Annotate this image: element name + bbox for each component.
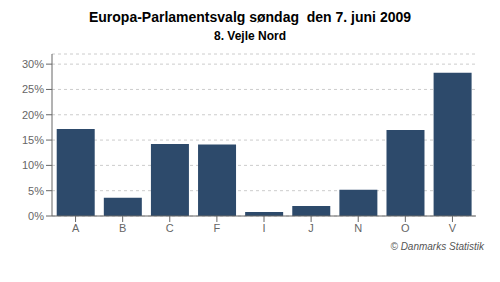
- svg-text:A: A: [72, 222, 80, 234]
- svg-text:15%: 15%: [22, 134, 44, 146]
- svg-text:V: V: [449, 222, 457, 234]
- svg-text:30%: 30%: [22, 58, 44, 70]
- svg-text:0%: 0%: [28, 210, 44, 222]
- svg-text:F: F: [214, 222, 221, 234]
- html-text:8. Vejle Nord: 8. Vejle Nord: [214, 29, 286, 43]
- svg-text:J: J: [308, 222, 314, 234]
- svg-text:20%: 20%: [22, 109, 44, 121]
- svg-text:10%: 10%: [22, 159, 44, 171]
- svg-text:B: B: [119, 222, 126, 234]
- svg-text:C: C: [166, 222, 174, 234]
- svg-text:O: O: [401, 222, 410, 234]
- html-text:Europa-Parlamentsvalg søndag d: Europa-Parlamentsvalg søndag den 7. juni…: [88, 9, 411, 25]
- svg-text:5%: 5%: [28, 185, 44, 197]
- html-text:© Danmarks Statistik: © Danmarks Statistik: [390, 241, 484, 252]
- svg-text:I: I: [262, 222, 265, 234]
- svg-text:N: N: [354, 222, 362, 234]
- svg-text:25%: 25%: [22, 83, 44, 95]
